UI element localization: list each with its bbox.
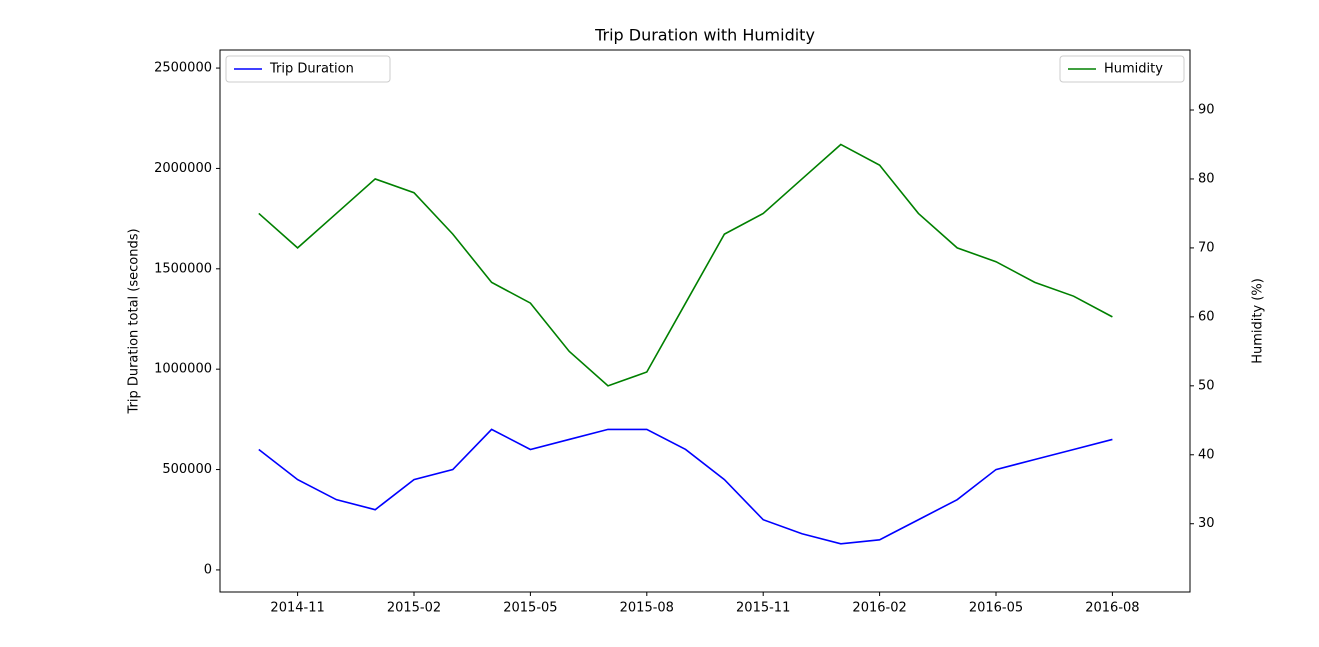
legend-box [225,55,391,83]
y-tick-label: 1500000 [154,261,212,276]
plot-frame [219,49,1191,593]
x-tick-label: 2016-08 [1085,601,1139,616]
y2-tick-label: 80 [1198,171,1215,186]
chart-title: Trip Duration with Humidity [594,26,815,45]
y2-tick-label: 40 [1198,447,1215,462]
y2-axis-label: Humidity (%) [1251,278,1266,364]
y2-tick-label: 60 [1198,309,1215,324]
legend-label: Trip Duration [269,62,354,77]
legend-label: Humidity [1104,62,1163,77]
y-tick-label: 2000000 [154,161,212,176]
x-tick-label: 2015-08 [620,601,674,616]
y-tick-label: 0 [204,562,212,577]
y2-tick-label: 90 [1198,102,1215,117]
x-tick-label: 2014-11 [270,601,324,616]
x-tick-label: 2015-05 [503,601,557,616]
x-tick-label: 2016-05 [969,601,1023,616]
y-axis-label: Trip Duration total (seconds) [127,228,142,414]
y2-tick-label: 70 [1198,240,1215,255]
series-line [258,428,1113,545]
x-tick-label: 2016-02 [852,601,906,616]
y-tick-label: 500000 [162,462,212,477]
legend-box [1059,55,1185,83]
y2-tick-label: 30 [1198,516,1215,531]
series-line [258,143,1113,387]
x-tick-label: 2015-02 [387,601,441,616]
y-tick-label: 1000000 [154,362,212,377]
x-tick-label: 2015-11 [736,601,790,616]
y-tick-label: 2500000 [154,61,212,76]
y2-tick-label: 50 [1198,378,1215,393]
